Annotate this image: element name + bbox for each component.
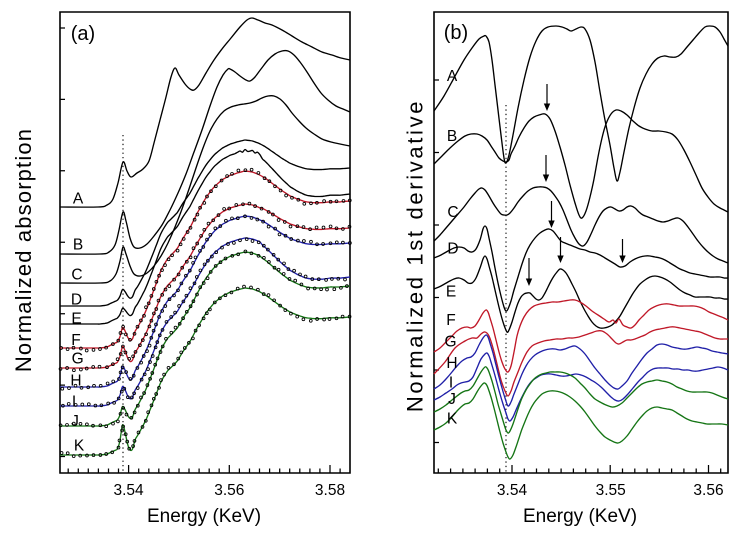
svg-text:A: A: [73, 191, 84, 208]
svg-text:3.58: 3.58: [315, 482, 345, 499]
svg-text:B: B: [447, 128, 457, 145]
svg-text:K: K: [447, 411, 458, 428]
svg-text:D: D: [71, 292, 82, 309]
svg-text:G: G: [444, 334, 456, 351]
svg-text:3.56: 3.56: [693, 482, 723, 499]
svg-text:(a): (a): [71, 23, 95, 45]
svg-text:I: I: [449, 375, 453, 392]
svg-text:3.54: 3.54: [497, 482, 528, 499]
svg-text:G: G: [72, 351, 84, 368]
svg-text:F: F: [446, 312, 455, 329]
svg-text:E: E: [446, 284, 456, 301]
svg-text:(b): (b): [444, 22, 468, 44]
svg-text:E: E: [71, 311, 81, 328]
svg-text:I: I: [72, 394, 76, 411]
svg-text:Normalized absorption: Normalized absorption: [11, 128, 36, 372]
svg-text:Energy (KeV): Energy (KeV): [523, 506, 637, 527]
svg-text:A: A: [447, 68, 458, 85]
svg-text:H: H: [70, 373, 81, 390]
svg-text:J: J: [71, 413, 79, 430]
svg-text:Energy (KeV): Energy (KeV): [147, 506, 261, 527]
svg-text:C: C: [71, 267, 82, 284]
svg-text:3.54: 3.54: [114, 482, 145, 499]
svg-text:3.55: 3.55: [596, 482, 626, 499]
svg-text:F: F: [71, 332, 80, 349]
svg-text:B: B: [73, 237, 83, 254]
svg-text:D: D: [447, 241, 458, 258]
svg-text:3.56: 3.56: [214, 482, 244, 499]
svg-text:H: H: [446, 355, 457, 372]
svg-text:Normalized 1st derivative: Normalized 1st derivative: [403, 99, 428, 412]
svg-text:J: J: [448, 391, 456, 408]
svg-text:K: K: [74, 438, 85, 455]
svg-text:C: C: [447, 204, 458, 221]
